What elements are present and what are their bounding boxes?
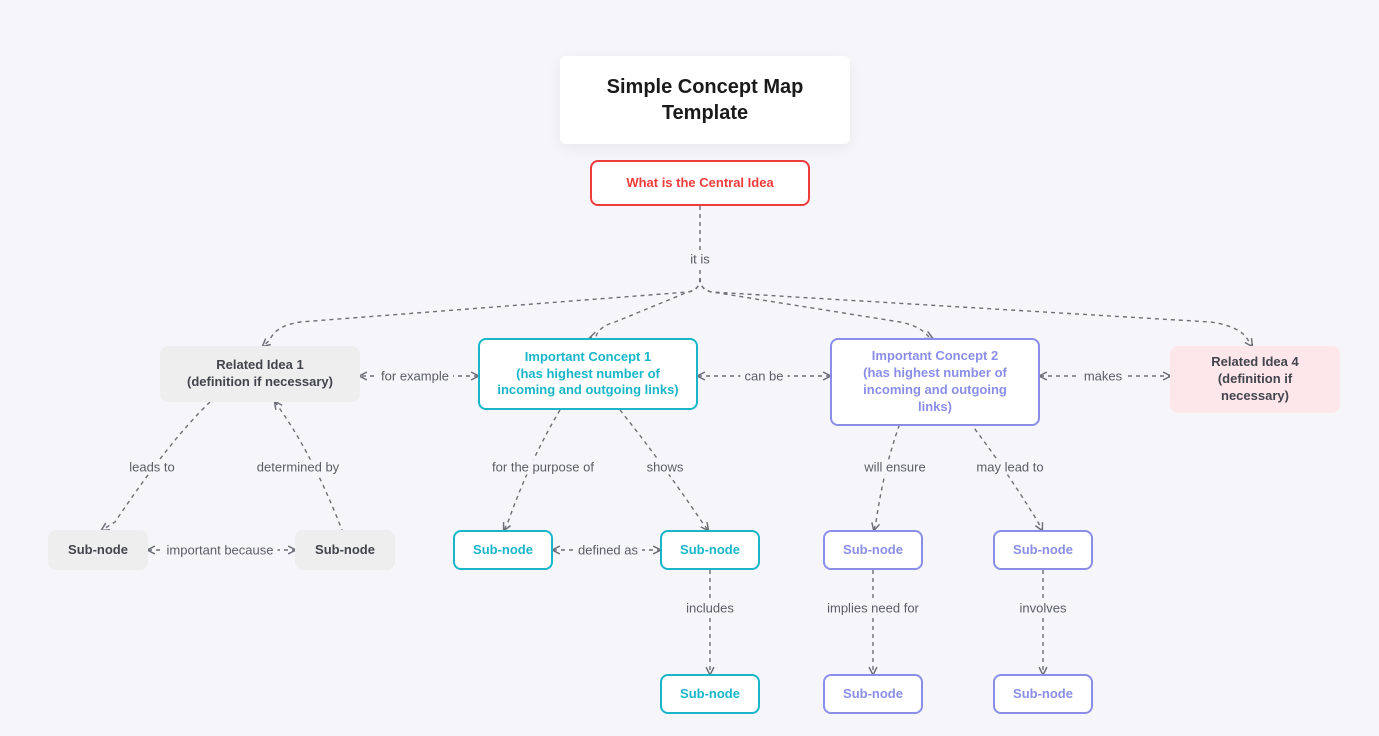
node-label: Sub-node xyxy=(315,542,375,559)
node-rel4: Related Idea 4(definition if necessary) xyxy=(1170,346,1340,413)
edge-label: important because xyxy=(163,543,278,558)
node-rel1: Related Idea 1(definition if necessary) xyxy=(160,346,360,402)
edge-label: implies need for xyxy=(823,601,923,616)
edge-label: will ensure xyxy=(860,460,929,475)
node-label: Sub-node xyxy=(843,686,903,703)
edge-central-rel1 xyxy=(263,206,700,346)
edge-label: shows xyxy=(643,460,688,475)
edge-label: for example xyxy=(377,369,453,384)
node-label: Important Concept 2(has highest number o… xyxy=(846,348,1024,416)
node-t-sub1: Sub-node xyxy=(453,530,553,570)
edge-central-imp2 xyxy=(700,278,932,338)
node-label: Sub-node xyxy=(680,686,740,703)
edge-central-rel4 xyxy=(700,278,1252,346)
node-t-sub2: Sub-node xyxy=(660,530,760,570)
edge-label: defined as xyxy=(574,543,642,558)
node-label: Sub-node xyxy=(680,542,740,559)
title-text: Simple Concept MapTemplate xyxy=(607,74,804,126)
node-v-sub2: Sub-node xyxy=(993,530,1093,570)
edge-label: includes xyxy=(682,601,738,616)
node-central: What is the Central Idea xyxy=(590,160,810,206)
node-label: Sub-node xyxy=(1013,686,1073,703)
node-g-sub1: Sub-node xyxy=(48,530,148,570)
node-label: Sub-node xyxy=(1013,542,1073,559)
edge-label: determined by xyxy=(253,460,343,475)
edge-central-imp1 xyxy=(590,278,700,338)
node-g-sub2: Sub-node xyxy=(295,530,395,570)
node-v-sub3: Sub-node xyxy=(823,674,923,714)
node-label: What is the Central Idea xyxy=(626,175,773,192)
edge-label: leads to xyxy=(125,460,179,475)
node-label: Related Idea 1(definition if necessary) xyxy=(187,357,333,391)
node-t-sub3: Sub-node xyxy=(660,674,760,714)
edge-label: may lead to xyxy=(972,460,1047,475)
edge-label: it is xyxy=(686,252,714,267)
node-label: Important Concept 1(has highest number o… xyxy=(497,349,678,400)
edge-label: can be xyxy=(740,369,787,384)
node-v-sub4: Sub-node xyxy=(993,674,1093,714)
node-label: Sub-node xyxy=(473,542,533,559)
edge-label: makes xyxy=(1080,369,1126,384)
node-label: Sub-node xyxy=(843,542,903,559)
node-label: Related Idea 4(definition if necessary) xyxy=(1184,354,1326,405)
node-imp2: Important Concept 2(has highest number o… xyxy=(830,338,1040,426)
node-v-sub1: Sub-node xyxy=(823,530,923,570)
node-label: Sub-node xyxy=(68,542,128,559)
edge-label: involves xyxy=(1016,601,1071,616)
edge-label: for the purpose of xyxy=(488,460,598,475)
node-imp1: Important Concept 1(has highest number o… xyxy=(478,338,698,410)
title-card: Simple Concept MapTemplate xyxy=(560,56,850,144)
